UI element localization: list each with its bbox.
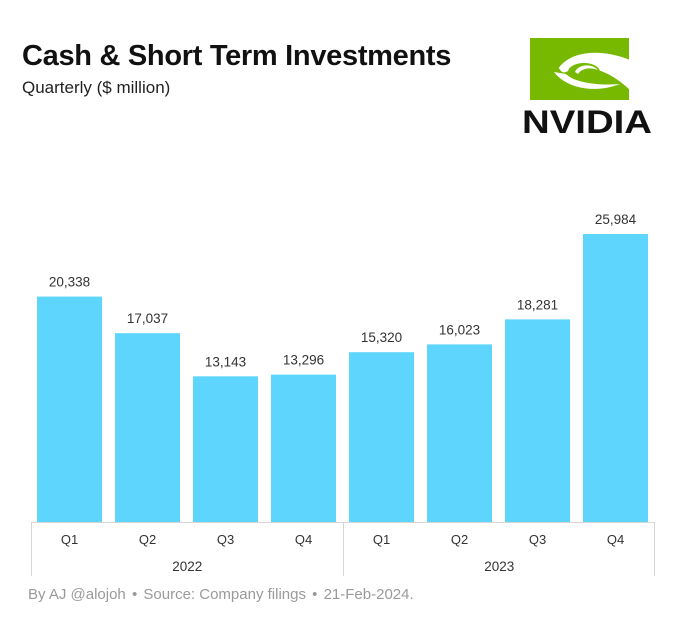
bar-2022-q1 — [37, 296, 102, 522]
x-tick-label: Q1 — [373, 532, 390, 547]
bar-2023-q1 — [349, 352, 414, 522]
footer-credits: By AJ @alojoh • Source: Company filings … — [28, 586, 414, 603]
bars-layer — [37, 234, 648, 522]
footer-author: By AJ @alojoh — [28, 586, 126, 603]
bar-2022-q4 — [271, 374, 336, 522]
chart-subtitle: Quarterly ($ million) — [22, 78, 171, 97]
nvidia-eye-icon — [530, 38, 630, 100]
value-label: 15,320 — [361, 330, 402, 345]
value-labels-layer: 20,338 17,037 13,143 13,296 15,320 16,023 18,2… — [49, 212, 637, 369]
value-label: 18,281 — [517, 297, 558, 312]
x-tick-label: Q4 — [295, 532, 312, 547]
x-group-label: 2023 — [484, 559, 514, 574]
x-axis: Q1 Q2 Q3 Q4 Q1 Q2 Q3 Q4 2022 2023 — [31, 522, 655, 576]
x-tick-label: Q3 — [529, 532, 546, 547]
footer-source: Source: Company filings — [143, 586, 306, 603]
x-group-label: 2022 — [172, 559, 202, 574]
footer-date: 21-Feb-2024. — [323, 586, 414, 603]
bar-2022-q2 — [115, 333, 180, 522]
bar-2023-q4 — [583, 234, 648, 522]
bar-2023-q2 — [427, 344, 492, 522]
x-tick-label: Q1 — [61, 532, 78, 547]
x-tick-label: Q3 — [217, 532, 234, 547]
bar-2022-q3 — [193, 376, 258, 522]
x-tick-label: Q4 — [607, 532, 624, 547]
value-label: 25,984 — [595, 212, 637, 227]
nvidia-logo: NVIDIA — [522, 38, 652, 136]
value-label: 17,037 — [127, 311, 168, 326]
nvidia-wordmark: NVIDIA — [522, 104, 652, 136]
footer-separator: • — [312, 586, 318, 603]
value-label: 16,023 — [439, 322, 480, 337]
value-label: 20,338 — [49, 275, 90, 290]
x-tick-label: Q2 — [139, 532, 156, 547]
value-label: 13,296 — [283, 353, 324, 368]
footer-separator: • — [131, 586, 138, 603]
value-label: 13,143 — [205, 354, 246, 369]
bar-2023-q3 — [505, 319, 570, 522]
x-tick-label: Q2 — [451, 532, 468, 547]
chart-title: Cash & Short Term Investments — [22, 40, 452, 72]
